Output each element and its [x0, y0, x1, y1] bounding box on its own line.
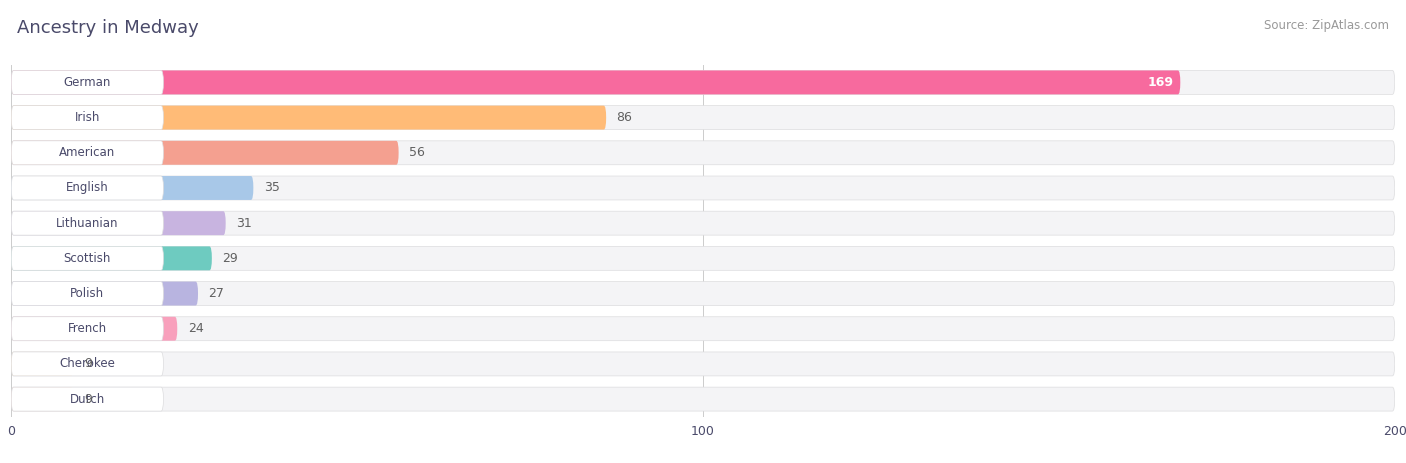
Text: 35: 35 [264, 181, 280, 194]
Text: French: French [67, 322, 107, 335]
FancyBboxPatch shape [11, 352, 1395, 376]
FancyBboxPatch shape [11, 317, 163, 341]
FancyBboxPatch shape [11, 387, 1395, 411]
FancyBboxPatch shape [11, 387, 163, 411]
FancyBboxPatch shape [11, 106, 163, 130]
Text: 169: 169 [1147, 76, 1174, 89]
FancyBboxPatch shape [11, 141, 399, 165]
FancyBboxPatch shape [11, 246, 1395, 270]
Text: 56: 56 [409, 146, 425, 159]
FancyBboxPatch shape [11, 211, 1395, 235]
Text: Irish: Irish [75, 111, 100, 124]
FancyBboxPatch shape [11, 176, 163, 200]
FancyBboxPatch shape [11, 70, 163, 94]
FancyBboxPatch shape [11, 176, 253, 200]
Text: 9: 9 [84, 357, 91, 370]
Text: Source: ZipAtlas.com: Source: ZipAtlas.com [1264, 19, 1389, 31]
Text: Scottish: Scottish [63, 252, 111, 265]
FancyBboxPatch shape [11, 282, 163, 306]
Text: Lithuanian: Lithuanian [56, 217, 118, 230]
Text: Ancestry in Medway: Ancestry in Medway [17, 19, 198, 37]
FancyBboxPatch shape [11, 317, 1395, 341]
FancyBboxPatch shape [11, 246, 163, 270]
FancyBboxPatch shape [11, 211, 226, 235]
Text: American: American [59, 146, 115, 159]
FancyBboxPatch shape [11, 211, 163, 235]
Text: 31: 31 [236, 217, 252, 230]
FancyBboxPatch shape [11, 317, 177, 341]
FancyBboxPatch shape [11, 176, 1395, 200]
FancyBboxPatch shape [11, 387, 73, 411]
Text: Polish: Polish [70, 287, 104, 300]
FancyBboxPatch shape [11, 106, 606, 130]
FancyBboxPatch shape [11, 70, 1180, 94]
Text: English: English [66, 181, 108, 194]
FancyBboxPatch shape [11, 352, 73, 376]
FancyBboxPatch shape [11, 141, 1395, 165]
Text: 29: 29 [222, 252, 238, 265]
FancyBboxPatch shape [11, 70, 1395, 94]
Text: Dutch: Dutch [70, 393, 105, 406]
Text: 86: 86 [617, 111, 633, 124]
Text: Cherokee: Cherokee [59, 357, 115, 370]
Text: German: German [63, 76, 111, 89]
Text: 9: 9 [84, 393, 91, 406]
Text: 27: 27 [208, 287, 225, 300]
FancyBboxPatch shape [11, 246, 212, 270]
FancyBboxPatch shape [11, 282, 1395, 306]
FancyBboxPatch shape [11, 282, 198, 306]
FancyBboxPatch shape [11, 352, 163, 376]
Text: 24: 24 [187, 322, 204, 335]
FancyBboxPatch shape [11, 106, 1395, 130]
FancyBboxPatch shape [11, 141, 163, 165]
